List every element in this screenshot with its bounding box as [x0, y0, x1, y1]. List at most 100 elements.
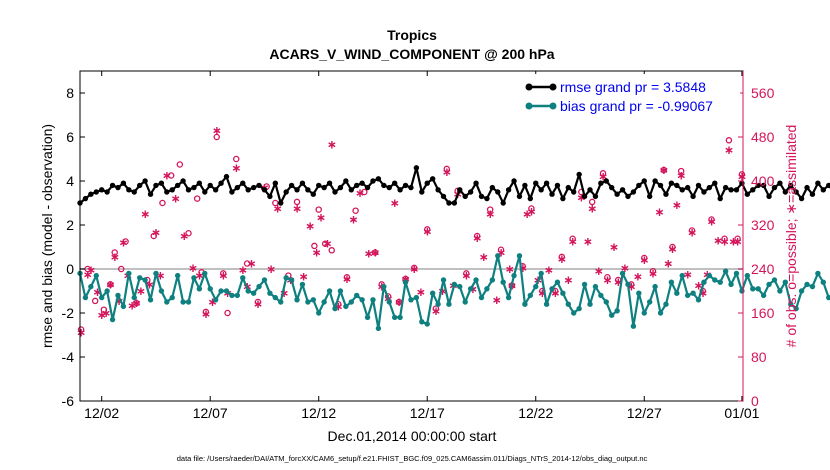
obs-assimilated-point: ∗	[496, 246, 506, 260]
bias-point	[636, 290, 642, 296]
chart-title-line2: ACARS_V_WIND_COMPONENT @ 200 hPa	[269, 46, 554, 62]
bias-point	[663, 301, 669, 307]
bias-point	[164, 299, 170, 305]
rmse-point	[196, 180, 203, 186]
obs-possible-point	[410, 264, 418, 272]
obs-assimilated-point: ∗	[170, 192, 180, 206]
rmse-point	[565, 184, 571, 191]
bias-point	[467, 286, 474, 292]
rmse-point	[788, 182, 794, 189]
obs-possible-point	[91, 297, 99, 305]
bias-point	[793, 305, 799, 312]
bias-point	[120, 303, 127, 310]
obs-possible-point	[100, 306, 108, 313]
obs-possible-point	[599, 170, 607, 177]
rmse-point	[478, 193, 485, 200]
obs-assimilated-point: ∗	[322, 237, 332, 251]
obs-assimilated-point: ∗	[201, 307, 211, 321]
bias-point	[473, 277, 479, 283]
x-tick-label: 12/27	[627, 405, 662, 421]
rmse-point	[766, 193, 772, 200]
bias-point	[370, 297, 376, 303]
obs-assimilated-point: ∗	[136, 284, 146, 298]
bias-point	[646, 299, 653, 305]
bias-point	[299, 281, 306, 288]
bias-point	[212, 297, 219, 303]
bias-point	[744, 272, 751, 279]
obs-assimilated-point: ∗	[724, 143, 734, 157]
y-left-tick-label: 0	[66, 261, 74, 277]
bias-point	[261, 277, 268, 283]
rmse-point	[147, 191, 154, 197]
obs-assimilated-point: ∗	[416, 285, 426, 299]
obs-possible-point	[497, 246, 505, 253]
bias-point	[695, 297, 702, 303]
obs-assimilated-point: ∗	[401, 272, 411, 286]
obs-assimilated-point: ∗	[231, 161, 241, 175]
rmse-point	[158, 180, 165, 186]
x-tick-label: 12/02	[84, 405, 119, 421]
rmse-point	[554, 182, 561, 189]
rmse-point	[712, 180, 718, 186]
rmse-point	[511, 178, 517, 184]
bias-point	[180, 299, 186, 305]
rmse-point	[505, 187, 512, 193]
obs-assimilated-point: ∗	[461, 269, 471, 283]
rmse-point	[527, 195, 534, 202]
bias-point	[755, 286, 761, 292]
y-left-tick-label: 4	[66, 173, 74, 189]
bias-point	[782, 279, 789, 285]
obs-assimilated-point: ∗	[626, 280, 636, 294]
rmse-point	[500, 200, 506, 206]
bias-point	[229, 292, 235, 299]
bias-point	[245, 288, 251, 294]
rmse-point	[495, 189, 501, 195]
y-right-tick-label: 560	[751, 85, 775, 101]
bias-point	[446, 301, 452, 307]
obs-assimilated-point: ∗	[550, 286, 560, 300]
obs-assimilated-point: ∗	[602, 273, 612, 287]
obs-possible-point	[371, 249, 379, 256]
rmse-point	[625, 193, 631, 200]
rmse-point	[473, 180, 479, 186]
obs-assimilated-point: ∗	[620, 261, 630, 275]
rmse-point	[440, 193, 447, 200]
bias-point	[478, 294, 485, 301]
rmse-point	[777, 180, 783, 186]
x-tick-label: 12/12	[301, 405, 336, 421]
bias-point	[652, 283, 658, 290]
rmse-point	[581, 193, 588, 200]
obs-possible-point	[150, 232, 158, 240]
bias-point	[424, 321, 430, 327]
rmse-point	[348, 187, 354, 193]
bias-point	[88, 283, 94, 290]
rmse-point	[299, 180, 306, 186]
obs-assimilated-point: ∗	[544, 263, 554, 277]
bias-point	[435, 301, 441, 307]
obs-possible-point	[708, 216, 715, 223]
obs-assimilated-point: ∗	[667, 242, 677, 256]
bias-point	[305, 299, 311, 305]
obs-assimilated-point: ∗	[659, 163, 669, 177]
bias-point	[543, 301, 550, 307]
rmse-point	[115, 184, 121, 191]
obs-assimilated-point: ∗	[118, 236, 128, 250]
obs-possible-point	[473, 232, 481, 240]
rmse-point	[180, 178, 186, 184]
y-left-tick-label: 8	[66, 85, 74, 101]
obs-assimilated-point: ∗	[253, 297, 263, 311]
rmse-point	[793, 189, 799, 195]
bias-point	[549, 286, 555, 292]
bias-point	[250, 290, 257, 296]
bias-point	[202, 270, 208, 277]
rmse-point	[88, 191, 94, 197]
rmse-point	[234, 184, 241, 191]
bias-point	[402, 279, 409, 285]
rmse-point	[609, 184, 615, 191]
obs-assimilated-point: ∗	[563, 273, 573, 287]
rmse-point	[717, 195, 723, 202]
y-left-tick-label: -2	[62, 305, 75, 321]
obs-possible-point	[176, 161, 184, 168]
bias-point	[185, 299, 192, 305]
rmse-point	[126, 187, 132, 193]
